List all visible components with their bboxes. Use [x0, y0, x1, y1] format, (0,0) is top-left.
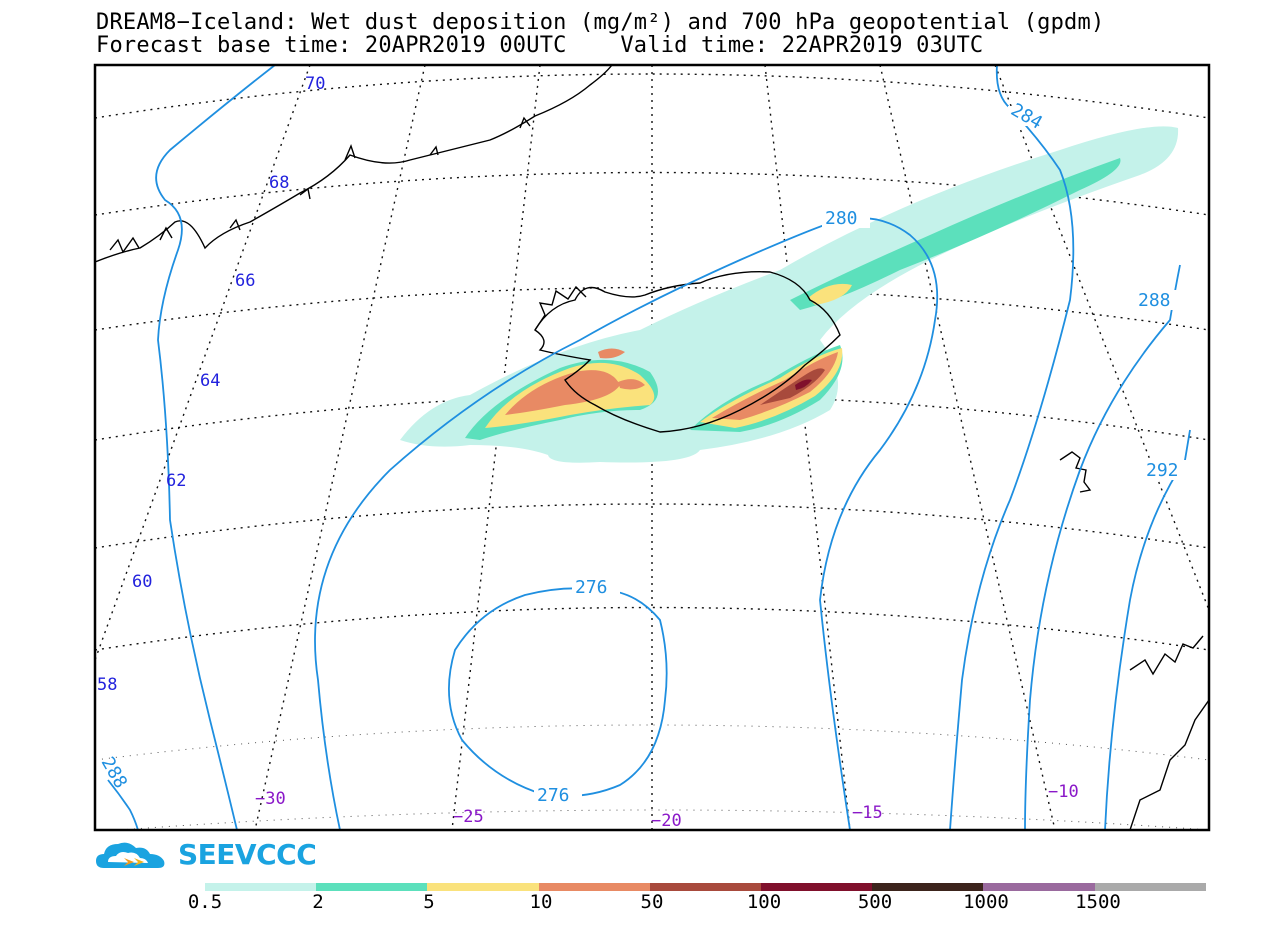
legend-swatch-100 [760, 883, 873, 891]
contour-label-280: 280 [825, 208, 858, 229]
lat-label-58: 58 [97, 675, 117, 695]
legend-label-100: 100 [746, 891, 782, 913]
contour-label-276-bottom: 276 [537, 785, 570, 806]
legend-swatch-500 [872, 883, 984, 891]
greenland-coast-fjords [109, 116, 531, 254]
lon-label-minus25: −25 [453, 807, 484, 827]
seevccc-logo: SEEVCCC [94, 836, 317, 876]
lat-label-70: 70 [305, 74, 325, 94]
lon-label-minus20: −20 [651, 811, 682, 831]
legend-label-5: 5 [423, 891, 435, 913]
longitude-labels: −30 −25 −20 −15 −10 [255, 782, 1079, 831]
contour-288-east [1024, 264, 1181, 830]
lon-label-minus10: −10 [1048, 782, 1079, 802]
meridian-35 [95, 65, 311, 661]
parallel-62 [95, 503, 1209, 549]
legend-label-2: 2 [312, 891, 324, 913]
contour-label-284: 284 [1007, 99, 1046, 133]
contour-276 [448, 587, 668, 798]
dust-south-orange [712, 352, 838, 420]
parallel-60 [95, 606, 1209, 651]
dust-west-orange-2 [598, 348, 625, 359]
contour-288-west [155, 65, 276, 830]
contour-label-292: 292 [1146, 460, 1179, 481]
legend-swatch-1000 [983, 883, 1095, 891]
lon-label-minus30: −30 [255, 789, 286, 809]
latitude-labels: 70 68 66 64 62 60 58 [97, 74, 325, 695]
legend-swatch-2 [316, 883, 428, 891]
map-body [95, 65, 1209, 830]
legend-swatch-5 [427, 883, 539, 891]
dust-south-brown [760, 368, 825, 405]
contour-label-288-east: 288 [1138, 290, 1171, 311]
legend-label-10: 10 [529, 891, 553, 913]
lon-label-minus15: −15 [852, 803, 883, 823]
coastlines [95, 65, 1209, 830]
lat-label-66: 66 [235, 271, 255, 291]
contour-288-sw [107, 779, 139, 830]
legend-label-50: 50 [640, 891, 664, 913]
legend-label-500: 500 [857, 891, 893, 913]
dust-deposition-field [400, 126, 1179, 463]
norway-coast [1129, 635, 1209, 830]
meridian-10 [879, 65, 1056, 830]
legend-label-1000: 1000 [963, 891, 1009, 913]
dust-north-spot [808, 283, 852, 305]
lat-label-62: 62 [166, 471, 186, 491]
lat-label-64: 64 [200, 371, 220, 391]
legend-labels: 0.5 2 5 10 50 100 500 1000 1500 [0, 891, 1276, 915]
iceland-coast [534, 271, 841, 433]
dust-west-orange [505, 370, 620, 415]
parallel-70 [95, 73, 1209, 119]
legend-swatch-10 [538, 883, 650, 891]
contour-280 [314, 217, 939, 830]
parallel-64 [95, 394, 1209, 441]
legend-swatch-1500 [1094, 883, 1206, 891]
legend-label-1500: 1500 [1075, 891, 1121, 913]
legend-label-0.5: 0.5 [187, 891, 223, 913]
dust-south-dark [795, 379, 812, 390]
forecast-times: Forecast base time: 20APR2019 00UTC Vali… [96, 33, 984, 58]
geopotential-contours [107, 65, 1191, 830]
legend-swatch-50 [649, 883, 761, 891]
iceland-westfjords [534, 285, 587, 331]
contour-292 [1104, 429, 1191, 830]
dust-plume-northeast-mid [790, 158, 1121, 310]
parallel-66 [95, 286, 1209, 331]
lat-label-68: 68 [269, 173, 289, 193]
contour-label-276-top: 276 [575, 577, 608, 598]
logo-text: SEEVCCC [178, 838, 317, 871]
meridian-25 [451, 65, 541, 830]
lat-label-60: 60 [132, 572, 152, 592]
legend-swatch-0.5 [205, 883, 317, 891]
contour-284 [949, 65, 1075, 830]
map-frame [93, 63, 1211, 832]
cloud-arrow-logo-icon [96, 842, 165, 868]
dust-west-orange-3 [618, 379, 645, 390]
greenland-coast [95, 65, 613, 263]
map-title: DREAM8−Iceland: Wet dust deposition (mg/… [96, 10, 1105, 35]
legend-color-bar [205, 883, 1206, 891]
contour-label-288-sw: 288 [97, 753, 131, 792]
meridian-15 [764, 65, 851, 830]
